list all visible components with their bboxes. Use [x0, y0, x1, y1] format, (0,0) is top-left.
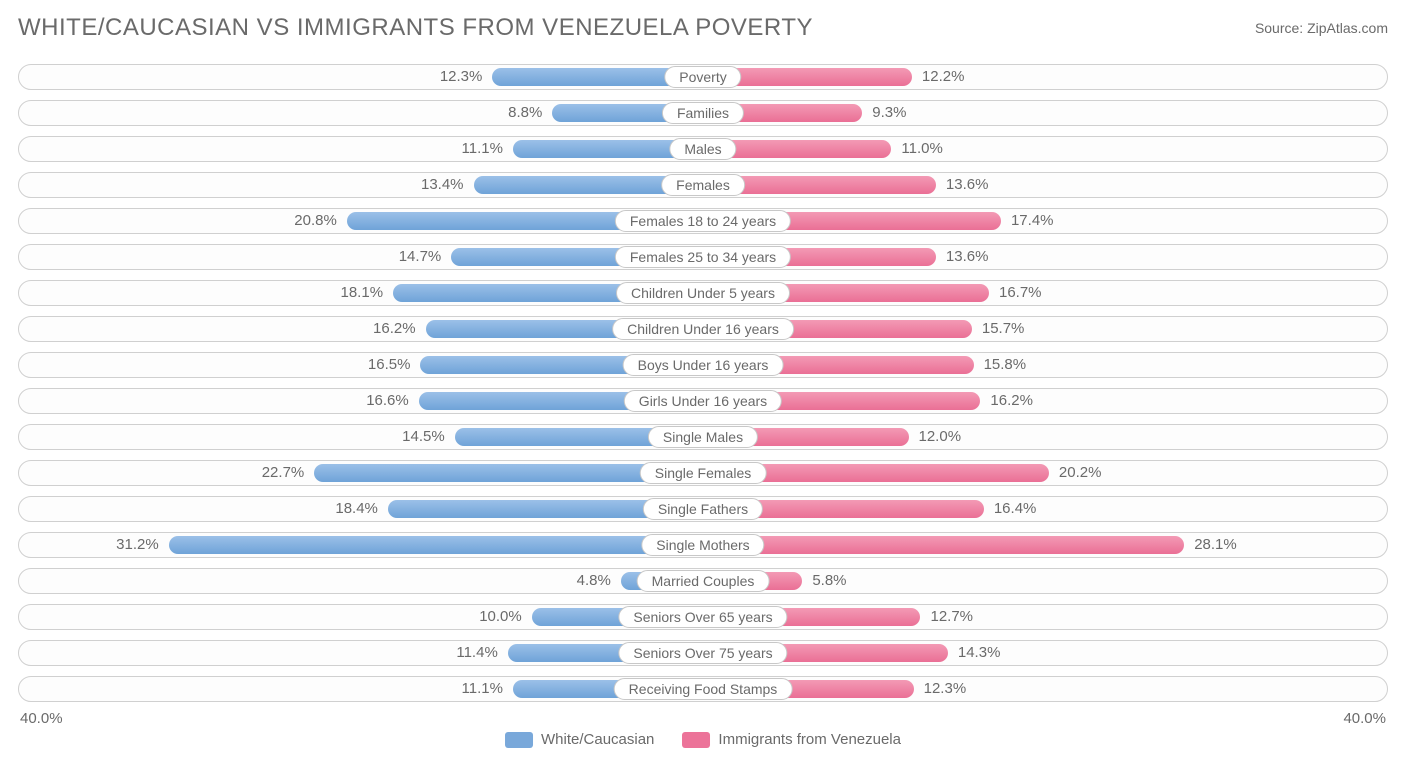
legend-label-left: White/Caucasian [541, 731, 654, 748]
category-pill: Families [662, 102, 744, 124]
category-pill: Children Under 5 years [616, 282, 790, 304]
chart-row: 12.3% 12.2% Poverty [18, 60, 1388, 94]
chart-row: 13.4% 13.6% Females [18, 168, 1388, 202]
value-label-left: 11.4% [456, 644, 497, 662]
value-label-right: 12.3% [924, 680, 967, 698]
value-label-right: 11.0% [901, 140, 942, 158]
chart-row: 11.4% 14.3% Seniors Over 75 years [18, 636, 1388, 670]
value-label-right: 13.6% [946, 248, 989, 266]
category-pill: Females 25 to 34 years [615, 246, 791, 268]
chart-area: 12.3%12.2%Poverty8.8%9.3%Families11.1%11… [18, 60, 1388, 706]
value-label-right: 12.7% [930, 608, 973, 626]
chart-row: 16.2% 15.7% Children Under 16 years [18, 312, 1388, 346]
category-pill: Single Males [648, 426, 758, 448]
bar-right [703, 536, 1184, 554]
value-label-right: 9.3% [872, 104, 906, 122]
chart-row: 14.7% 13.6% Females 25 to 34 years [18, 240, 1388, 274]
value-label-right: 28.1% [1194, 536, 1237, 554]
value-label-right: 17.4% [1011, 212, 1054, 230]
value-label-left: 11.1% [462, 140, 503, 158]
value-label-right: 16.4% [994, 500, 1037, 518]
category-pill: Single Females [640, 462, 767, 484]
category-pill: Single Mothers [641, 534, 764, 556]
value-label-right: 16.7% [999, 284, 1042, 302]
chart-row: 10.0% 12.7% Seniors Over 65 years [18, 600, 1388, 634]
value-label-right: 20.2% [1059, 464, 1102, 482]
category-pill: Girls Under 16 years [624, 390, 782, 412]
chart-header: WHITE/CAUCASIAN VS IMMIGRANTS FROM VENEZ… [18, 14, 1388, 42]
axis-max-right: 40.0% [1343, 710, 1386, 727]
chart-title: WHITE/CAUCASIAN VS IMMIGRANTS FROM VENEZ… [18, 14, 813, 42]
axis-max-left: 40.0% [20, 710, 63, 727]
value-label-left: 10.0% [479, 608, 522, 626]
value-label-left: 20.8% [294, 212, 337, 230]
value-label-left: 18.1% [341, 284, 384, 302]
value-label-left: 16.2% [373, 320, 416, 338]
chart-row: 31.2% 28.1% Single Mothers [18, 528, 1388, 562]
value-label-left: 8.8% [508, 104, 542, 122]
category-pill: Seniors Over 65 years [618, 606, 787, 628]
chart-source: Source: ZipAtlas.com [1255, 20, 1388, 36]
value-label-right: 14.3% [958, 644, 1001, 662]
chart-row: 20.8% 17.4% Females 18 to 24 years [18, 204, 1388, 238]
value-label-right: 15.7% [982, 320, 1025, 338]
value-label-left: 18.4% [335, 500, 378, 518]
category-pill: Married Couples [637, 570, 770, 592]
value-label-left: 14.7% [399, 248, 442, 266]
category-pill: Poverty [664, 66, 741, 88]
chart-row: 16.5% 15.8% Boys Under 16 years [18, 348, 1388, 382]
category-pill: Females [661, 174, 745, 196]
axis-row: 40.0% 40.0% [18, 710, 1388, 727]
legend-swatch-right [682, 732, 710, 748]
category-pill: Seniors Over 75 years [618, 642, 787, 664]
legend-label-right: Immigrants from Venezuela [718, 731, 901, 748]
legend-swatch-left [505, 732, 533, 748]
category-pill: Females 18 to 24 years [615, 210, 791, 232]
chart-row: 18.1% 16.7% Children Under 5 years [18, 276, 1388, 310]
chart-row: 18.4% 16.4% Single Fathers [18, 492, 1388, 526]
chart-row: 16.6% 16.2% Girls Under 16 years [18, 384, 1388, 418]
value-label-right: 12.2% [922, 68, 965, 86]
chart-row: 11.1% 11.0% Males [18, 132, 1388, 166]
category-pill: Receiving Food Stamps [614, 678, 793, 700]
category-pill: Single Fathers [643, 498, 763, 520]
category-pill: Boys Under 16 years [623, 354, 784, 376]
category-pill: Males [669, 138, 736, 160]
value-label-right: 13.6% [946, 176, 989, 194]
chart-row: 4.8% 5.8% Married Couples [18, 564, 1388, 598]
value-label-left: 12.3% [440, 68, 483, 86]
value-label-left: 13.4% [421, 176, 464, 194]
chart-row: 14.5% 12.0% Single Males [18, 420, 1388, 454]
legend-item-left: White/Caucasian [505, 731, 654, 748]
value-label-left: 11.1% [462, 680, 503, 698]
value-label-left: 16.5% [368, 356, 411, 374]
legend: White/Caucasian Immigrants from Venezuel… [505, 731, 901, 748]
chart-row: 11.1% 12.3% Receiving Food Stamps [18, 672, 1388, 706]
value-label-right: 5.8% [812, 572, 846, 590]
value-label-left: 16.6% [366, 392, 409, 410]
value-label-left: 22.7% [262, 464, 305, 482]
value-label-right: 15.8% [984, 356, 1027, 374]
legend-item-right: Immigrants from Venezuela [682, 731, 901, 748]
value-label-right: 12.0% [919, 428, 962, 446]
value-label-left: 31.2% [116, 536, 159, 554]
value-label-left: 4.8% [577, 572, 611, 590]
value-label-left: 14.5% [402, 428, 445, 446]
chart-row: 8.8% 9.3% Families [18, 96, 1388, 130]
bar-left [169, 536, 703, 554]
chart-row: 22.7% 20.2% Single Females [18, 456, 1388, 490]
category-pill: Children Under 16 years [612, 318, 794, 340]
value-label-right: 16.2% [990, 392, 1033, 410]
